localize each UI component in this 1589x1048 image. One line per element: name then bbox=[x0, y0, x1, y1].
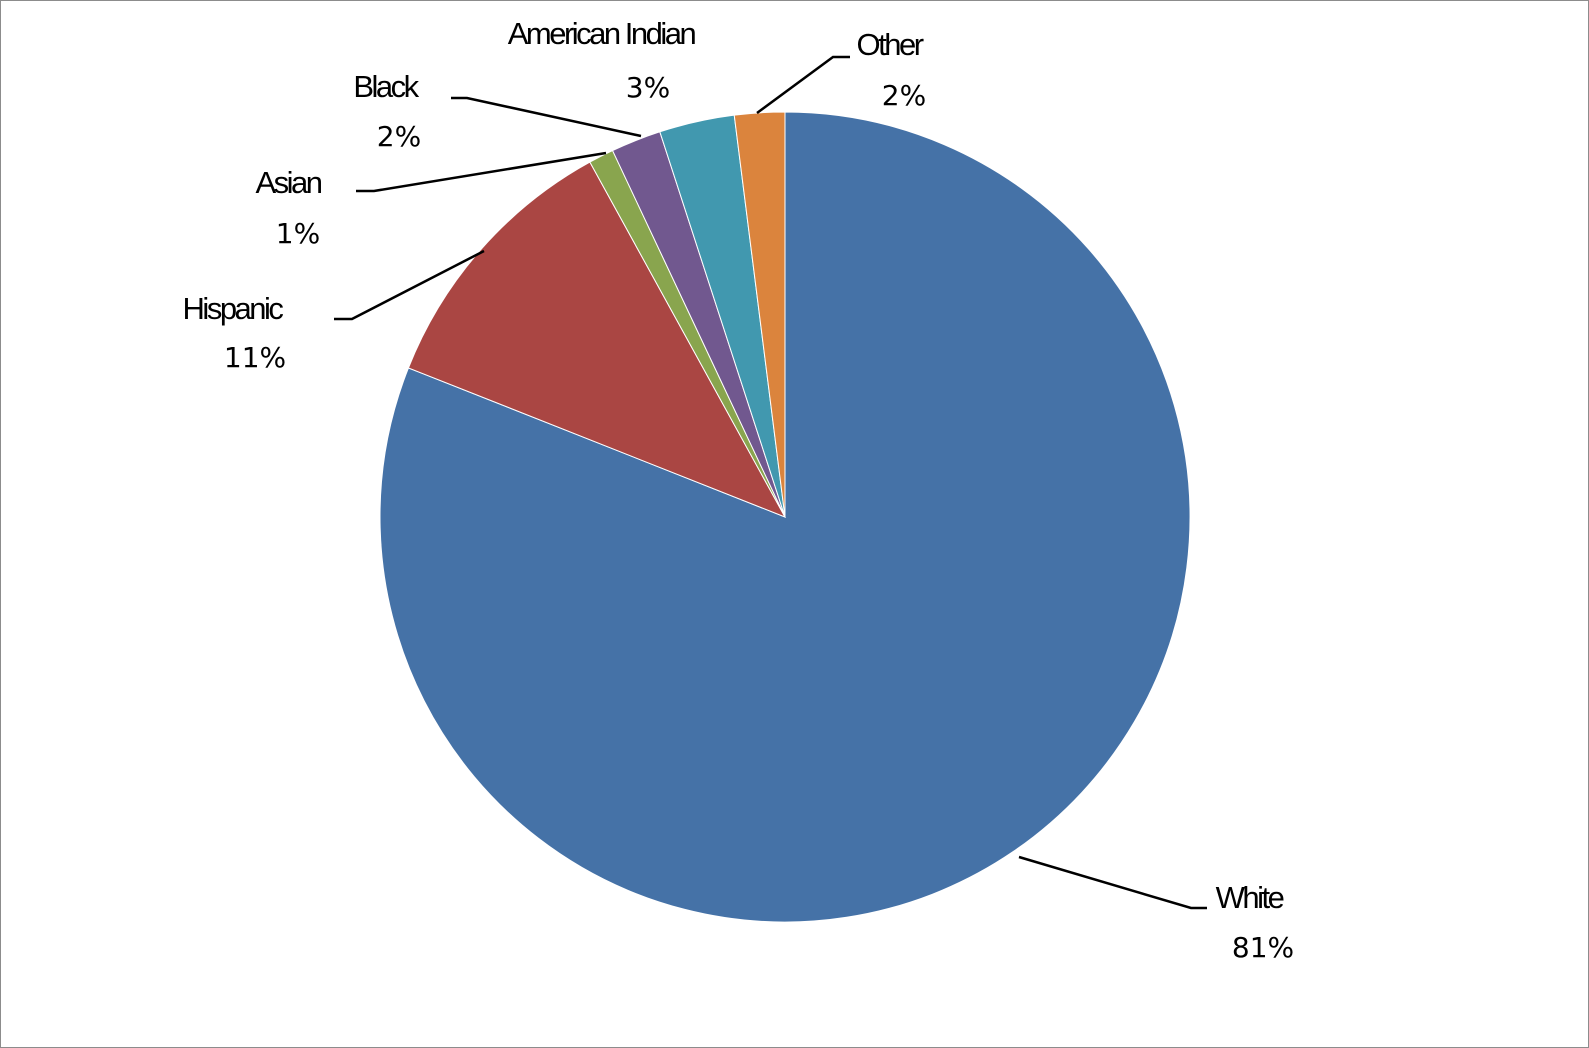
data-label-percent-white: 81% bbox=[1232, 931, 1294, 964]
data-label-percent-hispanic: 11% bbox=[224, 341, 286, 374]
data-label-percent-other: 2% bbox=[882, 79, 926, 112]
leader-line-asian bbox=[356, 151, 607, 193]
data-label-percent-american-indian: 3% bbox=[626, 71, 670, 104]
leader-line-white bbox=[1018, 855, 1207, 910]
pie-slice-other bbox=[733, 111, 786, 518]
data-label-name-other: Other bbox=[856, 27, 923, 62]
data-label-name-asian: Asian bbox=[255, 165, 321, 200]
leader-line-black bbox=[451, 96, 642, 138]
data-label-name-hispanic: Hispanic bbox=[183, 291, 284, 326]
data-label-percent-asian: 1% bbox=[276, 217, 320, 250]
leader-line-hispanic bbox=[334, 249, 485, 321]
data-label-percent-black: 2% bbox=[377, 120, 421, 153]
leader-line-other bbox=[756, 55, 850, 115]
data-label-name-american-indian: American Indian bbox=[508, 16, 696, 51]
data-label-name-black: Black bbox=[353, 69, 419, 104]
data-labels: White 81% Hispanic 11% Asian 1% Black 2% America… bbox=[183, 16, 1295, 964]
data-label-name-white: White bbox=[1216, 880, 1284, 915]
pie-slices bbox=[379, 111, 1191, 923]
leader-lines bbox=[334, 55, 1207, 910]
pie-slice-hispanic bbox=[407, 161, 787, 518]
